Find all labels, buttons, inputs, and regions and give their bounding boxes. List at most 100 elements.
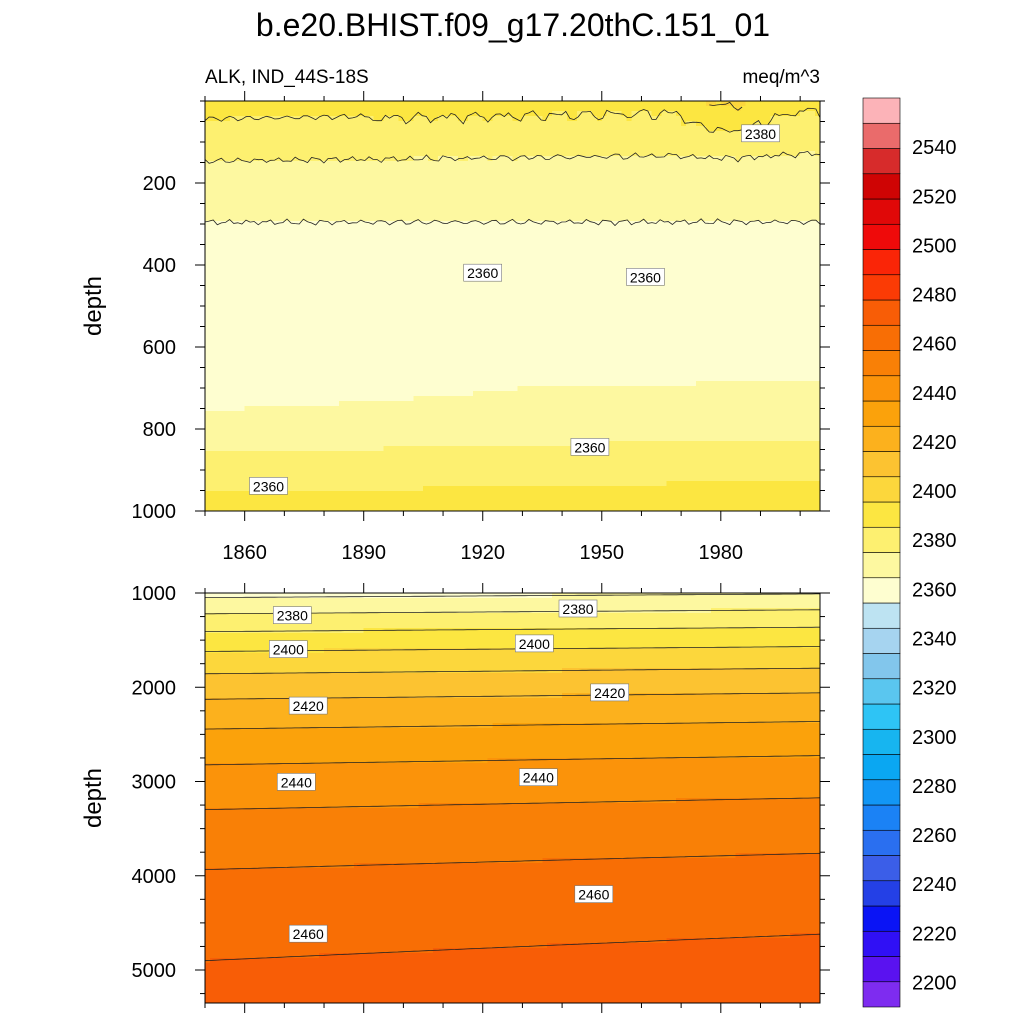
- contour-fill-cell: [328, 256, 335, 262]
- contour-fill-cell: [309, 231, 315, 237]
- contour-fill-cell: [661, 241, 667, 247]
- contour-fill-cell: [274, 201, 280, 207]
- contour-fill-cell: [686, 201, 692, 207]
- contour-fill-cell: [299, 201, 305, 207]
- contour-fill-cell: [378, 106, 385, 112]
- contour-fill-cell: [209, 181, 216, 187]
- contour-fill-cell: [254, 126, 261, 132]
- contour-fill-cell: [487, 241, 494, 247]
- contour-fill-cell: [562, 126, 568, 132]
- contour-fill-cell: [581, 281, 588, 287]
- contour-fill-cell: [790, 216, 796, 222]
- contour-fill-cell: [353, 241, 360, 247]
- contour-fill-cell: [438, 151, 444, 157]
- contour-fill-cell: [309, 136, 315, 142]
- contour-fill-cell: [319, 176, 325, 182]
- contour-fill-cell: [527, 291, 533, 297]
- contour-fill-cell: [527, 246, 533, 252]
- contour-fill-cell: [700, 221, 707, 227]
- contour-fill-cell: [299, 256, 305, 262]
- contour-fill-cell: [740, 196, 747, 202]
- contour-fill-cell: [363, 206, 370, 212]
- contour-fill-cell: [681, 211, 687, 217]
- contour-fill-cell: [383, 211, 390, 217]
- contour-fill-cell: [621, 141, 628, 147]
- contour-fill-cell: [562, 206, 568, 212]
- contour-fill-cell: [428, 116, 434, 122]
- contour-fill-cell: [720, 296, 727, 302]
- contour-fill-cell: [557, 166, 563, 172]
- contour-fill-cell: [448, 151, 454, 157]
- contour-fill-cell: [507, 136, 514, 142]
- contour-fill-cell: [815, 226, 821, 232]
- contour-fill-cell: [324, 111, 330, 117]
- contour-fill-cell: [522, 261, 528, 267]
- contour-fill-cell: [497, 261, 504, 267]
- contour-fill-cell: [576, 291, 583, 297]
- contour-fill-cell: [562, 176, 568, 182]
- contour-fill-cell: [562, 246, 568, 252]
- contour-fill-cell: [586, 126, 593, 132]
- contour-fill-cell: [244, 286, 251, 292]
- contour-fill-cell: [740, 261, 747, 267]
- contour-fill-cell: [646, 176, 652, 182]
- contour-fill-cell: [438, 191, 444, 197]
- contour-fill-cell: [353, 211, 360, 217]
- contour-fill-cell: [557, 246, 563, 252]
- contour-fill-cell: [562, 111, 568, 117]
- contour-fill-cell: [795, 161, 801, 167]
- contour-fill-cell: [363, 231, 370, 237]
- contour-fill-cell: [413, 176, 419, 182]
- contour-fill-cell: [274, 211, 280, 217]
- contour-fill-cell: [517, 256, 524, 262]
- contour-fill-cell: [423, 196, 429, 202]
- contour-fill-cell: [686, 231, 692, 237]
- contour-fill-cell: [403, 166, 409, 172]
- contour-fill-cell: [398, 141, 404, 147]
- contour-fill-cell: [487, 161, 494, 167]
- contour-fill-cell: [333, 266, 340, 272]
- contour-fill-cell: [249, 176, 256, 182]
- contour-fill-cell: [705, 251, 712, 257]
- contour-fill-cell: [343, 126, 350, 132]
- contour-fill-cell: [681, 256, 687, 262]
- contour-fill-cell: [408, 101, 414, 107]
- contour-fill-cell: [512, 256, 519, 262]
- contour-fill-cell: [805, 116, 811, 122]
- contour-fill-cell: [403, 126, 409, 132]
- contour-fill-cell: [606, 161, 613, 167]
- contour-fill-cell: [641, 161, 648, 167]
- contour-fill-cell: [735, 126, 742, 132]
- contour-fill-cell: [542, 151, 548, 157]
- contour-fill-cell: [477, 146, 484, 152]
- contour-fill-cell: [309, 166, 315, 172]
- contour-fill-cell: [725, 171, 732, 177]
- contour-fill-cell: [611, 261, 618, 267]
- contour-fill-cell: [408, 131, 414, 137]
- contour-fill-cell: [562, 266, 568, 272]
- contour-fill-cell: [666, 236, 672, 242]
- contour-fill-cell: [656, 171, 662, 177]
- contour-fill-cell: [606, 136, 613, 142]
- contour-fill-cell: [224, 276, 231, 282]
- contour-fill-cell: [581, 106, 588, 112]
- contour-fill-cell: [413, 161, 419, 167]
- contour-fill-cell: [269, 136, 276, 142]
- contour-fill-cell: [805, 226, 811, 232]
- contour-fill-cell: [735, 101, 742, 107]
- contour-fill-cell: [805, 101, 811, 107]
- contour-fill-cell: [477, 106, 484, 112]
- contour-fill-cell: [616, 266, 623, 272]
- contour-fill-cell: [666, 186, 672, 192]
- contour-fill-cell: [815, 211, 821, 217]
- contour-fill-cell: [676, 166, 682, 172]
- contour-fill-cell: [363, 146, 370, 152]
- contour-fill-cell: [353, 146, 360, 152]
- contour-fill-cell: [229, 106, 236, 112]
- contour-fill-cell: [284, 221, 290, 227]
- contour-fill-cell: [755, 206, 762, 212]
- contour-fill-cell: [403, 276, 409, 282]
- contour-fill-cell: [730, 256, 737, 262]
- contour-fill-cell: [393, 191, 400, 197]
- contour-fill-cell: [596, 291, 603, 297]
